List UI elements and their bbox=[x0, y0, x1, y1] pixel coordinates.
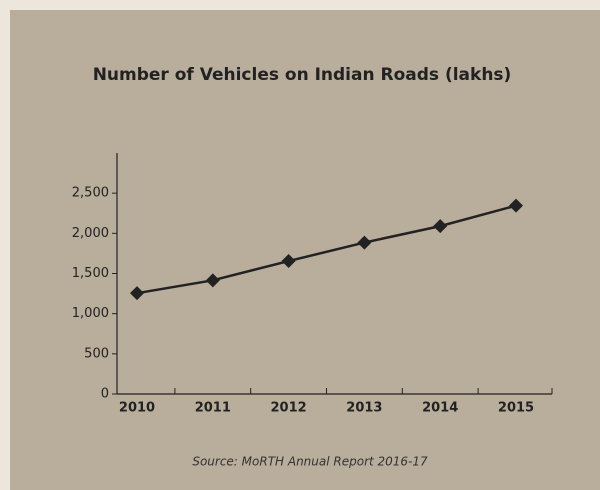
panel bbox=[10, 10, 600, 490]
y-tick-label: 500 bbox=[84, 346, 109, 361]
marker bbox=[433, 219, 448, 234]
y-tick-label: 0 bbox=[101, 387, 109, 402]
x-tick-label: 2015 bbox=[498, 401, 534, 416]
chart-title: Number of Vehicles on Indian Roads (lakh… bbox=[93, 65, 512, 85]
line bbox=[136, 204, 517, 295]
marker bbox=[357, 235, 372, 250]
x-tick-label: 2010 bbox=[119, 401, 155, 416]
y-tick-label: 2,500 bbox=[72, 186, 109, 201]
x-tick-label: 2014 bbox=[422, 401, 458, 416]
marker bbox=[205, 273, 220, 288]
source-note: Source: MoRTH Annual Report 2016-17 bbox=[192, 455, 428, 469]
y-tick-label: 1,000 bbox=[72, 306, 109, 321]
marker bbox=[130, 286, 144, 301]
x-tick-label: 2011 bbox=[195, 401, 231, 416]
x-tick-label: 2013 bbox=[346, 401, 382, 416]
marker bbox=[281, 254, 296, 269]
y-tick-label: 1,500 bbox=[72, 266, 109, 281]
y-tick-label: 2,000 bbox=[72, 226, 109, 241]
x-tick-label: 2012 bbox=[271, 401, 307, 416]
marker bbox=[509, 198, 523, 213]
